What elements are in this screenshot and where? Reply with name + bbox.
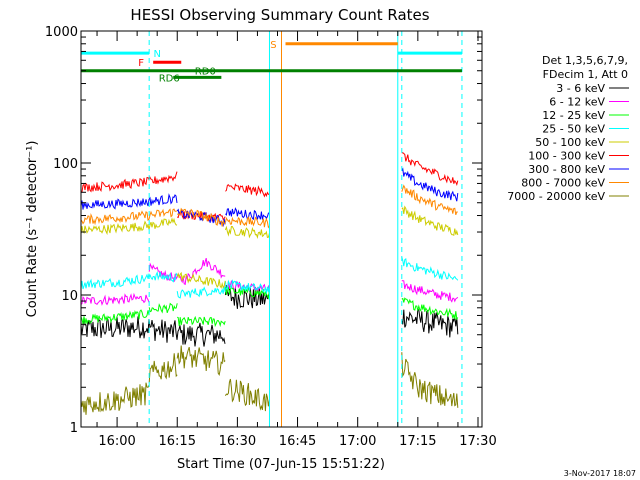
series-trace-8-1: [148, 353, 178, 383]
axes: 1 10 100 1000 16:00 16:15 16:30 16:45 17:00 17:15…: [45, 25, 497, 449]
series-trace-6-0: [80, 193, 178, 210]
y-tick-label: 1: [70, 421, 78, 436]
series-trace-5-0: [80, 171, 178, 193]
series-trace-5-3: [401, 152, 459, 187]
series-trace-8-3: [224, 378, 270, 412]
x-tick-label: 16:00: [98, 434, 135, 449]
y-tick-label: 100: [53, 157, 78, 172]
x-tick-label: 17:15: [399, 434, 436, 449]
legend-entry-label: 3 - 6 keV: [556, 82, 605, 95]
x-tick-label: 16:45: [279, 434, 316, 449]
flag-label-3: RD0: [195, 67, 216, 78]
x-axis-label: Start Time (07-Jun-15 15:51:22): [177, 457, 385, 472]
legend-entry-label: 50 - 100 keV: [535, 136, 605, 149]
series-trace-2-4: [401, 297, 459, 321]
flag-label-2: F: [138, 58, 144, 69]
flag-bars: NF RD0 RD6 S: [81, 40, 462, 84]
series-trace-3-1: [148, 270, 178, 283]
series-trace-5-2: [225, 183, 270, 198]
legend-header-line: FDecim 1, Att 0: [543, 68, 628, 81]
series-trace-8-4: [401, 352, 459, 408]
y-axis-label: Count Rate (s⁻¹ detector⁻¹): [25, 141, 40, 318]
series-trace-0-0: [80, 316, 226, 347]
series-trace-7-2: [224, 215, 270, 229]
legend-entry-label: 800 - 7000 keV: [521, 177, 605, 190]
series-trace-8-2: [176, 345, 226, 376]
series-trace-1-1: [148, 257, 226, 286]
series-trace-2-2: [177, 315, 226, 328]
chart-title: HESSI Observing Summary Count Rates: [130, 6, 429, 24]
x-tick-label: 16:30: [219, 434, 256, 449]
series-trace-7-3: [401, 184, 458, 216]
legend-entry-label: 12 - 25 keV: [542, 109, 605, 122]
series-trace-7-1: [176, 207, 226, 227]
y-tick-label: 1000: [45, 25, 78, 40]
series-trace-2-1: [148, 302, 178, 314]
series-trace-6-3: [401, 167, 459, 202]
series-trace-3-4: [401, 256, 459, 281]
flag-label-0: N: [153, 49, 160, 60]
series-trace-3-0: [80, 273, 150, 290]
series-trace-4-2: [224, 225, 270, 239]
series-trace-1-0: [80, 292, 150, 306]
series-trace-4-1: [176, 271, 226, 289]
flag-label-4: RD6: [159, 73, 180, 84]
series-trace-1-3: [401, 280, 459, 303]
x-tick-label: 16:15: [159, 434, 196, 449]
legend-entry-label: 300 - 800 keV: [528, 163, 605, 176]
timestamp: 3-Nov-2017 18:07: [564, 469, 636, 478]
series-trace-3-2: [176, 286, 226, 299]
x-tick-label: 17:00: [339, 434, 376, 449]
series-trace-0-2: [401, 308, 459, 338]
traces: [80, 152, 459, 415]
legend-entry-label: 25 - 50 keV: [542, 123, 605, 136]
legend-entry-label: 100 - 300 keV: [528, 150, 605, 163]
series-trace-7-0: [80, 208, 178, 226]
series-trace-0-1: [224, 285, 270, 309]
legend-header-line: Det 1,3,5,6,7,9,: [542, 54, 628, 67]
plot-frame: [80, 30, 483, 428]
series-trace-4-3: [401, 205, 459, 236]
series-trace-8-0: [80, 382, 150, 415]
x-tick-label: 17:30: [459, 434, 496, 449]
legend: Det 1,3,5,6,7,9,FDecim 1, Att 03 - 6 keV…: [507, 54, 629, 203]
flag-label-5: S: [270, 40, 276, 51]
y-tick-label: 10: [61, 289, 78, 304]
series-trace-3-3: [224, 279, 270, 294]
legend-entry-label: 6 - 12 keV: [549, 96, 605, 109]
series-trace-2-0: [80, 309, 150, 325]
series-trace-4-0: [80, 217, 178, 236]
series-trace-2-3: [224, 285, 270, 300]
legend-entry-label: 7000 - 20000 keV: [507, 190, 605, 203]
series-trace-6-1: [176, 208, 226, 227]
